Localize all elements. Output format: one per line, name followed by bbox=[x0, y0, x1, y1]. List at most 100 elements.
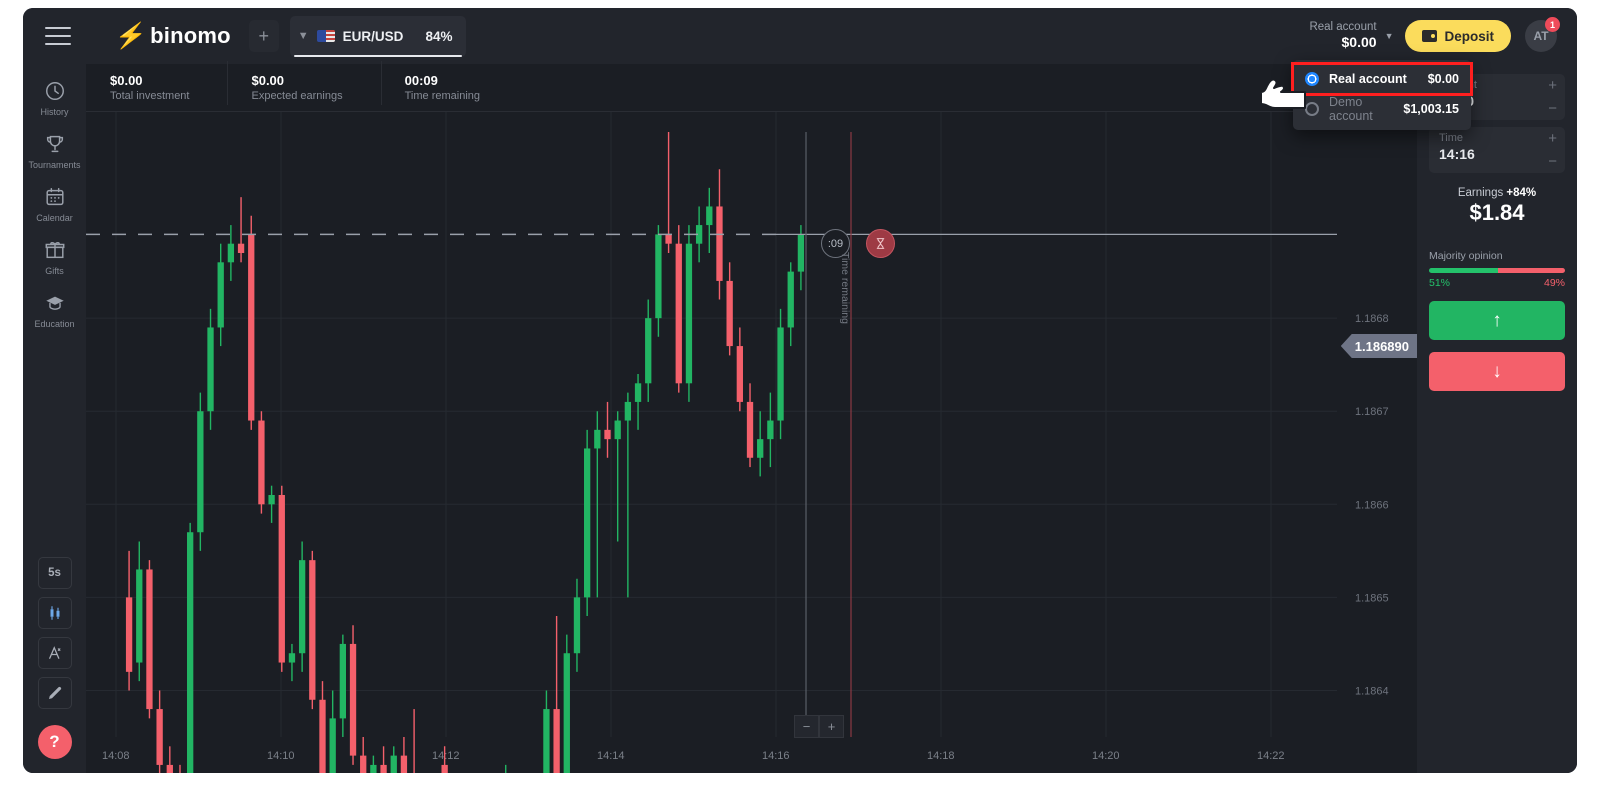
time-remaining-axis-label: Time remaining bbox=[839, 252, 851, 324]
hamburger-icon[interactable] bbox=[45, 27, 71, 45]
trophy-icon bbox=[23, 131, 86, 157]
svg-text:14:14: 14:14 bbox=[597, 750, 625, 762]
svg-text:14:22: 14:22 bbox=[1257, 750, 1285, 762]
sidebar-item-gifts[interactable]: Gifts bbox=[23, 237, 86, 276]
deposit-label: Deposit bbox=[1444, 28, 1494, 44]
majority-opinion-bar bbox=[1429, 268, 1565, 273]
top-bar: ⚡ binomo + ▼ EUR/USD 84% Real account $0… bbox=[23, 8, 1577, 64]
time-decrease-button[interactable]: − bbox=[1548, 153, 1557, 170]
account-type-label: Real account bbox=[1309, 21, 1377, 34]
svg-text:1.1865: 1.1865 bbox=[1355, 592, 1389, 604]
earnings-label: Earnings +84% bbox=[1429, 187, 1565, 199]
account-option-demo[interactable]: Demo account $1,003.15 bbox=[1293, 94, 1471, 124]
deposit-button[interactable]: Deposit bbox=[1405, 20, 1511, 52]
timeframe-button[interactable]: 5s bbox=[37, 557, 72, 589]
binomo-logo: ⚡ binomo bbox=[113, 21, 231, 50]
stat-expected-earnings: $0.00 Expected earnings bbox=[227, 61, 343, 105]
svg-text:1.1864: 1.1864 bbox=[1355, 685, 1389, 697]
candlestick-plot[interactable]: 1.1868 1.1867 1.1866 1.1865 1.1864 14:08 14:10… bbox=[86, 112, 1417, 773]
majority-up-segment bbox=[1429, 268, 1499, 273]
majority-up-percent: 51% bbox=[1429, 277, 1451, 289]
lightning-bolt-icon: ⚡ bbox=[113, 21, 149, 50]
countdown-bubble: :09 bbox=[821, 229, 850, 258]
avatar[interactable]: AT 1 bbox=[1525, 17, 1560, 52]
clock-history-icon bbox=[23, 78, 86, 104]
amount-decrease-button[interactable]: − bbox=[1548, 100, 1557, 117]
account-summary[interactable]: Real account $0.00 bbox=[1309, 20, 1376, 52]
account-dropdown-menu: Real account $0.00 Demo account $1,003.1… bbox=[1291, 60, 1473, 130]
sell-down-button[interactable]: ↓ bbox=[1429, 352, 1565, 391]
majority-opinion-values: 51% 49% bbox=[1429, 277, 1565, 289]
svg-text:14:08: 14:08 bbox=[102, 750, 130, 762]
majority-down-segment bbox=[1498, 268, 1565, 273]
current-price-tag: 1.186890 bbox=[1340, 334, 1417, 358]
eurusd-flag-icon bbox=[316, 30, 335, 42]
stat-label: Total investment bbox=[110, 90, 190, 102]
add-asset-tab-button[interactable]: + bbox=[248, 20, 279, 52]
sidebar-item-tournaments[interactable]: Tournaments bbox=[23, 131, 86, 170]
account-option-balance: $1,003.15 bbox=[1403, 102, 1459, 116]
stat-value: 00:09 bbox=[404, 73, 438, 88]
chevron-down-icon[interactable]: ▼ bbox=[297, 30, 309, 42]
earnings-percent: +84% bbox=[1506, 187, 1537, 199]
stat-label: Time remaining bbox=[404, 90, 481, 102]
sidebar-item-education[interactable]: Education bbox=[23, 290, 86, 329]
candlestick-chart-icon[interactable] bbox=[37, 597, 72, 629]
indicators-a-icon[interactable] bbox=[37, 637, 72, 669]
account-balance: $0.00 bbox=[1341, 34, 1377, 51]
svg-text:14:18: 14:18 bbox=[927, 750, 955, 762]
radio-unselected-icon[interactable] bbox=[1305, 102, 1319, 116]
time-value: 14:16 bbox=[1439, 146, 1475, 162]
gift-icon bbox=[23, 237, 86, 263]
svg-text:1.1866: 1.1866 bbox=[1355, 499, 1389, 511]
svg-text:1.1868: 1.1868 bbox=[1355, 313, 1389, 325]
candlestick-svg: 1.1868 1.1867 1.1866 1.1865 1.1864 14:08 14:10… bbox=[86, 112, 1389, 773]
wallet-icon bbox=[1422, 30, 1438, 42]
binomo-app-window: ⚡ binomo + ▼ EUR/USD 84% Real account $0… bbox=[23, 8, 1577, 773]
earnings-prefix: Earnings bbox=[1457, 187, 1507, 199]
stat-value: $0.00 bbox=[251, 73, 285, 88]
buy-up-button[interactable]: ↑ bbox=[1429, 301, 1565, 340]
time-field[interactable]: Time 14:16 + − bbox=[1429, 127, 1565, 173]
chart-zoom-controls: − + bbox=[794, 715, 844, 738]
sidebar-label: Gifts bbox=[45, 266, 64, 276]
svg-text:14:12: 14:12 bbox=[432, 750, 460, 762]
sidebar-label: Education bbox=[34, 319, 75, 329]
account-option-real[interactable]: Real account $0.00 bbox=[1291, 62, 1473, 96]
sidebar-label: Tournaments bbox=[28, 160, 81, 170]
pencil-draw-icon[interactable] bbox=[37, 677, 72, 709]
account-option-name: Demo account bbox=[1329, 95, 1373, 123]
stat-value: $0.00 bbox=[110, 73, 143, 88]
notification-badge: 1 bbox=[1545, 17, 1560, 32]
arrow-up-icon: ↑ bbox=[1492, 309, 1502, 331]
help-button[interactable]: ? bbox=[37, 725, 72, 759]
account-option-balance: $0.00 bbox=[1427, 72, 1459, 86]
account-chevron-down-icon[interactable]: ▼ bbox=[1384, 31, 1394, 41]
sidebar-label: History bbox=[40, 107, 69, 117]
trade-stats-bar: $0.00 Total investment $0.00 Expected ea… bbox=[86, 61, 1417, 112]
time-increase-button[interactable]: + bbox=[1548, 130, 1557, 147]
svg-text:14:10: 14:10 bbox=[267, 750, 295, 762]
trade-panel: Amount $1.00 + − Time 14:16 + − Earnings… bbox=[1417, 64, 1577, 773]
stat-total-investment: $0.00 Total investment bbox=[86, 73, 189, 102]
graduation-cap-icon bbox=[23, 290, 86, 316]
asset-tab-eurusd[interactable]: ▼ EUR/USD 84% bbox=[289, 15, 467, 57]
logo-text: binomo bbox=[150, 23, 231, 48]
arrow-down-icon: ↓ bbox=[1492, 360, 1502, 382]
sidebar-item-calendar[interactable]: Calendar bbox=[23, 184, 86, 223]
svg-text:1.1867: 1.1867 bbox=[1355, 406, 1389, 418]
time-label: Time bbox=[1439, 132, 1464, 144]
calendar-icon bbox=[23, 184, 86, 210]
sidebar-item-history[interactable]: History bbox=[23, 78, 86, 117]
zoom-out-button[interactable]: − bbox=[794, 715, 819, 738]
asset-payout: 84% bbox=[425, 28, 453, 44]
stat-time-remaining: 00:09 Time remaining bbox=[380, 61, 481, 105]
earnings-value: $1.84 bbox=[1469, 200, 1525, 225]
majority-down-percent: 49% bbox=[1543, 277, 1565, 289]
zoom-in-button[interactable]: + bbox=[819, 715, 844, 738]
radio-selected-icon[interactable] bbox=[1305, 72, 1319, 86]
svg-text:14:20: 14:20 bbox=[1092, 750, 1120, 762]
hourglass-icon bbox=[866, 229, 895, 258]
amount-increase-button[interactable]: + bbox=[1548, 77, 1557, 94]
left-sidebar: History Tournaments Calendar Gifts Educa… bbox=[23, 64, 86, 773]
